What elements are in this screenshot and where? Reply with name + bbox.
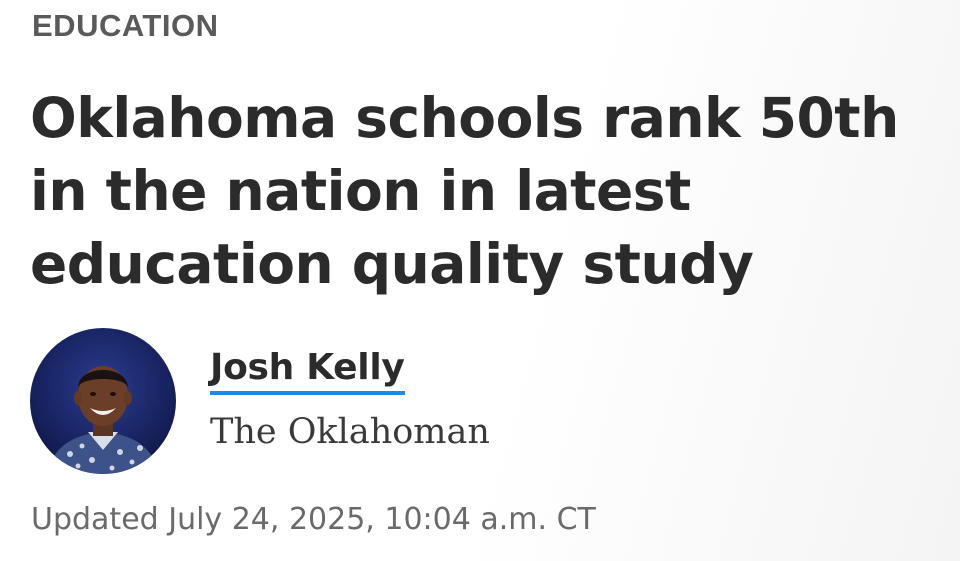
- publication-name: The Oklahoman: [210, 412, 490, 452]
- section-label[interactable]: EDUCATION: [32, 8, 219, 43]
- author-name-link[interactable]: Josh Kelly: [210, 345, 405, 395]
- author-photo-icon: [30, 328, 176, 474]
- updated-timestamp: Updated July 24, 2025, 10:04 a.m. CT: [31, 502, 596, 537]
- article-headline: Oklahoma schools rank 50th in the nation…: [30, 86, 899, 296]
- author-avatar[interactable]: [30, 328, 176, 474]
